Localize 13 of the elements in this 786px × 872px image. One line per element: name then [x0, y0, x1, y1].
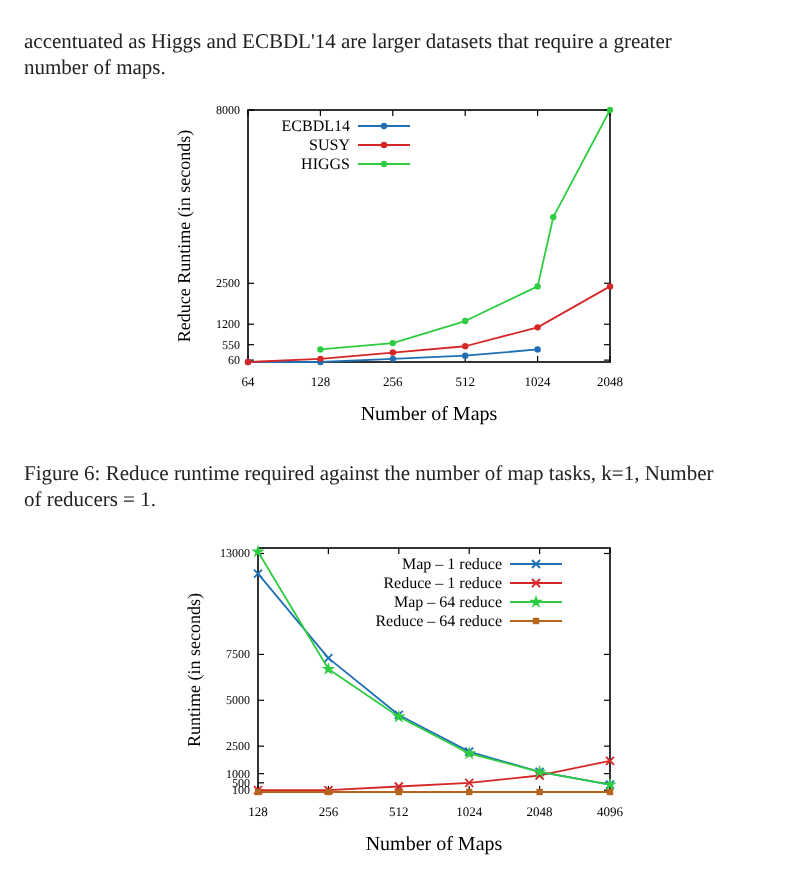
- y-axis-title: Reduce Runtime (in seconds): [174, 129, 194, 343]
- y-axis-title: Runtime (in seconds): [184, 593, 204, 747]
- legend-label: Reduce – 1 reduce: [383, 574, 503, 593]
- legend-label: Map – 1 reduce: [402, 555, 503, 574]
- caption: Figure 6: Reduce runtime required against the number of map tasks, k=1, Number of reducers = 1.: [24, 464, 715, 512]
- legend-label: HIGGS: [301, 155, 350, 174]
- legend-label: Map – 64 reduce: [394, 593, 503, 612]
- legend-label: Reduce – 64 reduce: [375, 612, 503, 631]
- text: accentuated as Higgs and ECBDL'14 are larger datasets that require a greater number of maps.: [24, 32, 673, 80]
- legend-label: SUSY: [309, 136, 351, 155]
- x-axis-title: Number of Maps: [365, 834, 503, 856]
- legend-label: ECBDL14: [281, 117, 350, 136]
- x-axis-title: Number of Maps: [360, 404, 498, 426]
